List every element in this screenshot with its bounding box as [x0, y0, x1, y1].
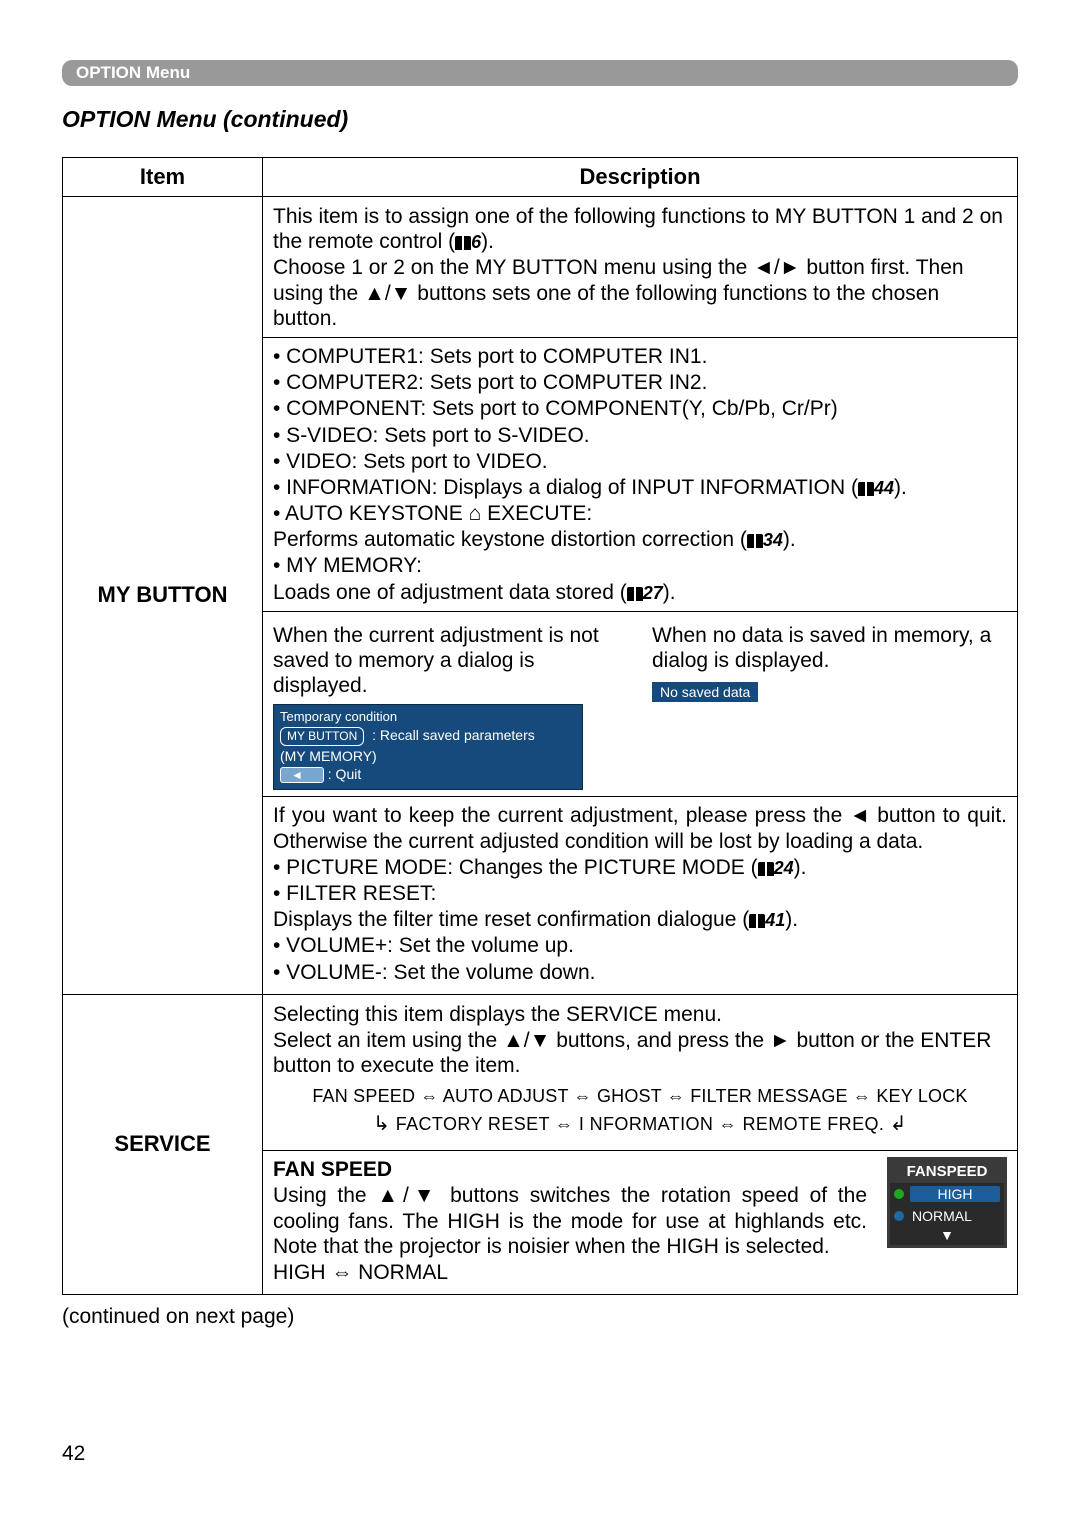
mb-b8sub-b: ).: [663, 581, 676, 604]
mb-b7sub-b: ).: [783, 528, 796, 551]
book-icon: [455, 236, 471, 250]
mb-intro1: This item is to assign one of the follow…: [273, 205, 1003, 253]
mb-after2a: • PICTURE MODE: Changes the PICTURE MODE…: [273, 856, 758, 879]
mb-b7sub-a: Performs automatic keystone distortion c…: [273, 528, 747, 551]
divider: [263, 1150, 1017, 1151]
lcd-quit: : Quit: [328, 766, 361, 782]
desc-service: Selecting this item displays the SERVICE…: [263, 994, 1018, 1295]
mb-b6a: • INFORMATION: Displays a dialog of INPU…: [273, 476, 858, 499]
desc-mybutton: This item is to assign one of the follow…: [263, 197, 1018, 995]
mb-after3: • FILTER RESET:: [273, 881, 1007, 906]
mb-b5: • VIDEO: Sets port to VIDEO.: [273, 449, 1007, 474]
lcd-mybutton-btn: MY BUTTON: [280, 727, 364, 746]
mb-b8sub-a: Loads one of adjustment data stored (: [273, 581, 627, 604]
lcd-quit-btn: ◄: [280, 767, 324, 783]
book-icon: [858, 482, 874, 496]
mb-b7sub-ref: 34: [763, 530, 783, 550]
svc-intro1: Selecting this item displays the SERVICE…: [273, 1002, 1007, 1027]
mb-b6b: ).: [894, 476, 907, 499]
fanspeed-line: HIGH ⇔ NORMAL: [273, 1260, 1007, 1285]
hook-left-icon: ↳: [373, 1113, 390, 1135]
mb-left-dialog-text: When the current adjustment is not saved…: [273, 623, 628, 699]
mb-after2-ref: 24: [774, 858, 794, 878]
continued-note: (continued on next page): [62, 1305, 1018, 1329]
mb-after3b: ).: [785, 908, 798, 931]
mb-after5: • VOLUME-: Set the volume down.: [273, 960, 1007, 985]
mb-intro2: Choose 1 or 2 on the MY BUTTON menu usin…: [273, 255, 1007, 331]
lcd-header: Temporary condition: [280, 709, 576, 724]
th-item: Item: [63, 158, 263, 197]
fanspeed-down-icon: ▼: [890, 1227, 1004, 1245]
temporary-condition-dialog: Temporary condition MY BUTTON : Recall s…: [273, 704, 583, 790]
page-number: 42: [62, 1442, 85, 1466]
book-icon: [749, 914, 765, 928]
divider: [263, 611, 1017, 612]
no-saved-data-dialog: No saved data: [652, 682, 758, 702]
svc-intro2: Select an item using the ▲/▼ buttons, an…: [273, 1028, 1007, 1078]
fanspeed-panel-title: FANSPEED: [890, 1160, 1004, 1183]
mb-intro1-end: ).: [481, 230, 494, 253]
mb-b6-ref: 44: [874, 478, 894, 498]
dot-green-icon: [894, 1189, 904, 1199]
mb-after3a: Displays the filter time reset confirmat…: [273, 908, 749, 931]
row-label-service: SERVICE: [63, 994, 263, 1295]
mb-intro1-ref: 6: [471, 232, 481, 252]
dot-blue-icon: [894, 1211, 904, 1221]
book-icon: [627, 587, 643, 601]
divider: [263, 337, 1017, 338]
th-desc: Description: [263, 158, 1018, 197]
mb-after3-ref: 41: [765, 910, 785, 930]
mb-b7: • AUTO KEYSTONE ⌂ EXECUTE:: [273, 501, 1007, 526]
svc-cycle1: FAN SPEED ⇔ AUTO ADJUST ⇔ GHOST ⇔ FILTER…: [273, 1086, 1007, 1107]
fanspeed-high: HIGH: [910, 1186, 1000, 1202]
breadcrumb: OPTION Menu: [62, 60, 1018, 86]
divider: [263, 796, 1017, 797]
row-label-mybutton: MY BUTTON: [63, 197, 263, 995]
mb-after4: • VOLUME+: Set the volume up.: [273, 933, 1007, 958]
hook-right-icon: ↲: [890, 1113, 907, 1135]
fanspeed-normal: NORMAL: [910, 1208, 1000, 1224]
svc-cycle2-mid: FACTORY RESET ⇔ I NFORMATION ⇔ REMOTE FR…: [396, 1114, 885, 1134]
svc-cycle2: ↳ FACTORY RESET ⇔ I NFORMATION ⇔ REMOTE …: [273, 1111, 1007, 1136]
mb-b8: • MY MEMORY:: [273, 553, 1007, 578]
book-icon: [747, 534, 763, 548]
lcd-sub: (MY MEMORY): [280, 748, 576, 764]
option-table: Item Description MY BUTTON This item is …: [62, 157, 1018, 1295]
mb-b1: • COMPUTER1: Sets port to COMPUTER IN1.: [273, 344, 1007, 369]
mb-right-dialog-text: When no data is saved in memory, a dialo…: [652, 623, 1007, 673]
mb-after2b: ).: [794, 856, 807, 879]
mb-b3: • COMPONENT: Sets port to COMPONENT(Y, C…: [273, 396, 1007, 421]
fanspeed-panel: FANSPEED HIGH NORMAL ▼: [887, 1157, 1007, 1248]
mb-b8sub-ref: 27: [643, 583, 663, 603]
lcd-recall: : Recall saved parameters: [372, 727, 535, 743]
mb-after1: If you want to keep the current adjustme…: [273, 803, 1007, 853]
mb-b4: • S-VIDEO: Sets port to S-VIDEO.: [273, 423, 1007, 448]
mb-b2: • COMPUTER2: Sets port to COMPUTER IN2.: [273, 370, 1007, 395]
section-title: OPTION Menu (continued): [62, 106, 1018, 133]
book-icon: [758, 862, 774, 876]
